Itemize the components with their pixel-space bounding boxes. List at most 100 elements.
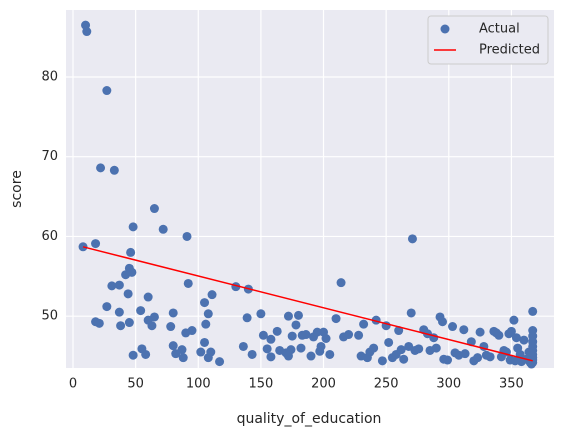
point [183, 278, 193, 288]
point [149, 204, 159, 214]
point [102, 86, 112, 96]
point [431, 343, 441, 353]
point [109, 165, 119, 175]
legend-swatch [440, 24, 450, 34]
point [147, 321, 157, 331]
point [258, 330, 268, 340]
point [114, 307, 124, 317]
point [124, 318, 134, 328]
point [301, 330, 311, 340]
point [196, 347, 206, 357]
y-tick-label: 70 [41, 149, 58, 164]
point [283, 311, 293, 321]
point [114, 280, 124, 290]
point [123, 289, 133, 299]
point [127, 267, 137, 277]
point [306, 351, 316, 361]
point [344, 330, 354, 340]
legend-label: Actual [479, 22, 520, 37]
point [158, 224, 168, 234]
x-tick-label: 350 [499, 377, 524, 392]
regression-line [82, 246, 533, 362]
x-tick-label: 0 [69, 377, 77, 392]
y-tick-label: 60 [41, 229, 58, 244]
point [128, 350, 138, 360]
point [406, 308, 416, 318]
legend-box [427, 15, 549, 65]
point [178, 353, 188, 363]
point [336, 278, 346, 288]
point [485, 352, 495, 362]
point [384, 337, 394, 347]
point [141, 349, 151, 359]
point [291, 320, 301, 330]
point [316, 341, 326, 351]
point [247, 349, 257, 359]
point [526, 359, 536, 369]
point [177, 345, 187, 355]
point [203, 309, 213, 319]
point [200, 298, 210, 308]
point [126, 247, 136, 257]
point [494, 330, 504, 340]
point [286, 345, 296, 355]
point [407, 234, 417, 244]
point [394, 326, 404, 336]
plot-area [66, 10, 554, 368]
point [128, 222, 138, 232]
point [509, 315, 519, 325]
point [354, 330, 364, 340]
point [182, 231, 192, 241]
point [473, 353, 483, 363]
point [296, 343, 306, 353]
point [168, 341, 178, 351]
point [321, 333, 331, 343]
point [215, 357, 225, 367]
point [207, 290, 217, 300]
point [524, 347, 534, 357]
point [359, 319, 369, 329]
legend-label: Predicted [479, 43, 540, 58]
point [272, 326, 282, 336]
x-tick-label: 300 [436, 377, 461, 392]
point [266, 334, 276, 344]
point [475, 327, 485, 337]
y-tick-label: 50 [41, 309, 58, 324]
point [94, 318, 104, 328]
point [396, 345, 406, 355]
point [369, 343, 379, 353]
point [519, 335, 529, 345]
point [293, 310, 303, 320]
x-tick-label: 200 [311, 377, 336, 392]
legend: Actual Predicted [427, 15, 549, 65]
point [200, 337, 210, 347]
point [166, 322, 176, 332]
point [143, 292, 153, 302]
point [511, 333, 521, 343]
point [107, 281, 117, 291]
point [102, 302, 112, 312]
point [331, 314, 341, 324]
point [168, 308, 178, 318]
y-axis-label: score [9, 170, 25, 208]
point [312, 327, 322, 337]
y-tick-label: 80 [41, 69, 58, 84]
x-tick-label: 150 [248, 377, 273, 392]
point [506, 326, 516, 336]
point [82, 27, 92, 37]
x-tick-label: 100 [186, 377, 211, 392]
point [256, 309, 266, 319]
point [91, 239, 101, 249]
point [505, 355, 515, 365]
x-tick-label: 50 [127, 377, 144, 392]
point [266, 352, 276, 362]
point [325, 349, 335, 359]
point [136, 306, 146, 316]
point [187, 326, 197, 336]
point [414, 344, 424, 354]
x-tick-label: 250 [374, 377, 399, 392]
x-axis-label: quality_of_education [237, 411, 382, 427]
point [262, 344, 272, 354]
point [460, 349, 470, 359]
